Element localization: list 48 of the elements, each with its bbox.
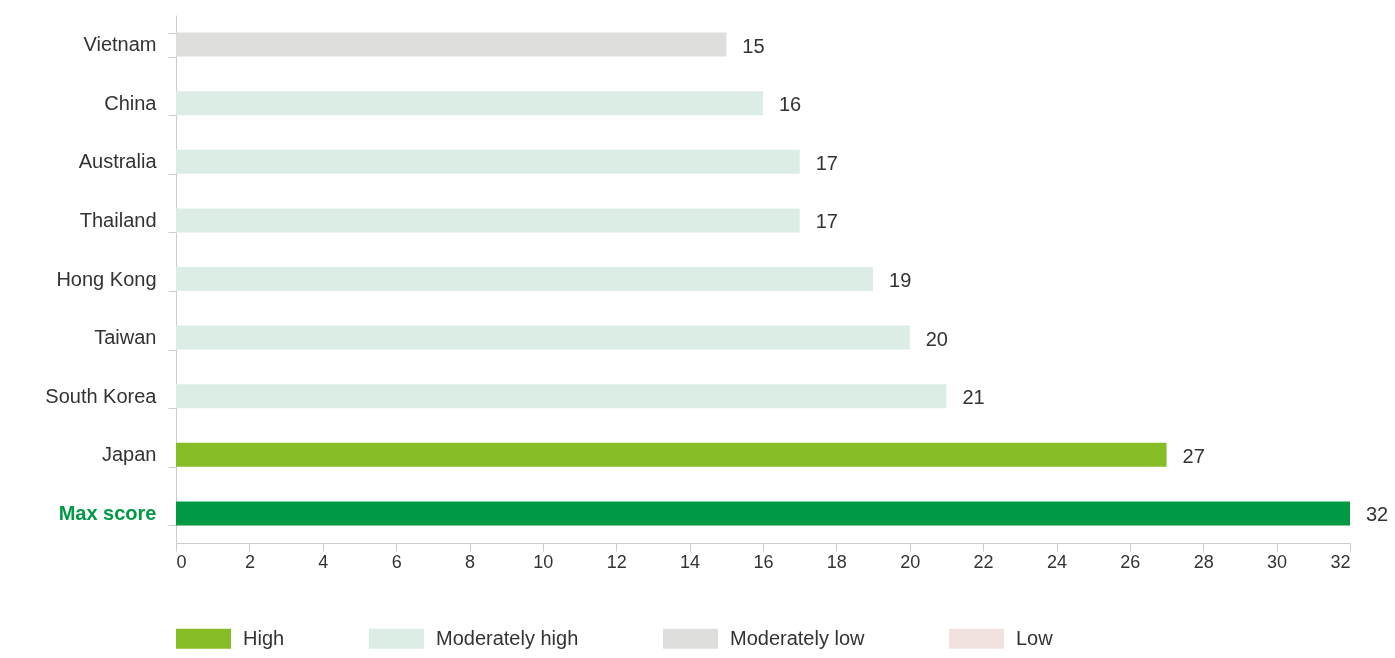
legend-label: Moderately low [730, 626, 866, 649]
data-label: 16 [779, 93, 802, 116]
legend-label: Low [1016, 626, 1054, 649]
x-tick-label: 32 [1330, 551, 1351, 572]
x-tick-label: 8 [464, 551, 476, 572]
y-tick-label: Japan [102, 443, 157, 466]
bar [176, 208, 800, 233]
x-tick-label: 30 [1267, 551, 1288, 572]
data-label: 21 [962, 386, 985, 409]
bar [176, 384, 947, 409]
data-label: 27 [1182, 444, 1205, 467]
data-label: 15 [742, 34, 765, 57]
x-tick-label: 4 [318, 551, 329, 572]
bar [176, 266, 874, 292]
bar [176, 32, 727, 57]
x-tick-label: 18 [826, 551, 847, 572]
data-label: 17 [815, 210, 838, 233]
y-tick-label: Vietnam [83, 33, 157, 56]
y-tick-label: Hong Kong [56, 267, 157, 290]
data-label: 19 [889, 269, 912, 291]
x-tick-label: 0 [176, 551, 187, 572]
x-tick-label: 14 [680, 551, 701, 572]
x-tick-label: 24 [1046, 551, 1068, 572]
legend-label: Moderately high [436, 626, 579, 649]
bar [176, 149, 800, 174]
x-tick-label: 2 [244, 551, 255, 572]
data-label: 17 [815, 151, 838, 174]
bar [176, 501, 1350, 526]
x-tick-label: 22 [973, 551, 994, 572]
data-label: 32 [1366, 503, 1389, 526]
x-tick-label: 10 [533, 551, 554, 572]
x-tick-label: 16 [753, 551, 774, 572]
y-tick-label: Thailand [79, 208, 157, 231]
legend-label: High [243, 626, 285, 649]
x-tick-label: 12 [606, 551, 627, 572]
data-label: 20 [925, 327, 948, 350]
y-tick-label: Max score [58, 501, 157, 524]
y-tick-label: South Korea [45, 384, 158, 407]
bar [176, 325, 910, 350]
x-tick-label: 26 [1120, 551, 1141, 572]
x-tick-label: 6 [391, 551, 402, 572]
x-tick-label: 28 [1193, 551, 1214, 572]
x-tick-label: 20 [900, 551, 921, 572]
y-tick-label: Australia [78, 150, 158, 173]
bar [176, 91, 763, 116]
y-tick-label: China [104, 91, 158, 114]
bar [176, 442, 1167, 467]
y-tick-label: Taiwan [94, 326, 157, 349]
